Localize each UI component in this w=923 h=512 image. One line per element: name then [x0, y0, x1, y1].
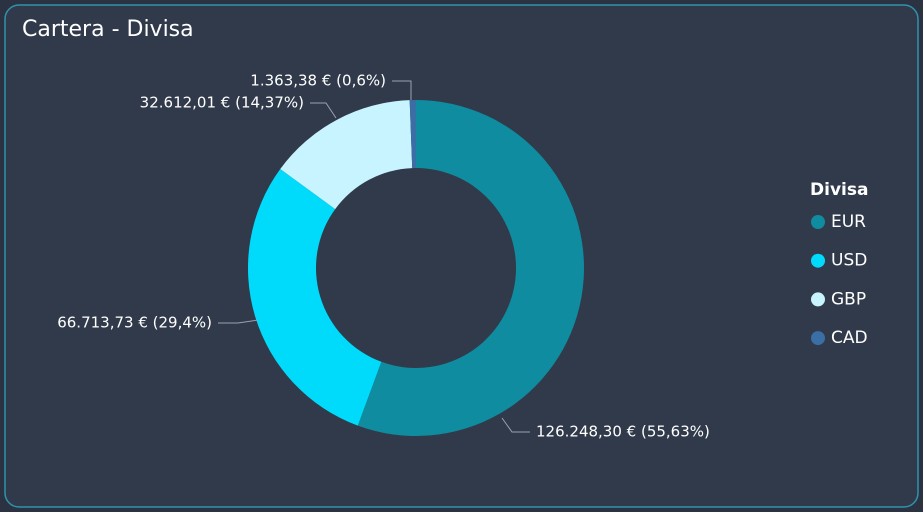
data-label: 66.713,73 € (29,4%) — [57, 314, 212, 332]
legend-label: CAD — [831, 328, 868, 348]
leader-line — [501, 417, 530, 433]
legend-swatch — [811, 292, 825, 307]
legend-swatch — [811, 215, 825, 229]
legend-label: EUR — [831, 212, 866, 232]
legend-title: Divisa — [810, 180, 868, 200]
donut-slice — [248, 169, 382, 426]
leader-line — [392, 80, 412, 100]
chart-title: Cartera - Divisa — [22, 17, 194, 42]
data-label: 1.363,38 € (0,6%) — [250, 72, 386, 90]
legend-label: GBP — [831, 289, 866, 309]
legend-swatch — [811, 253, 825, 268]
data-label: 126.248,30 € (55,63%) — [536, 423, 710, 441]
donut-slice — [280, 100, 413, 210]
donut-slice — [409, 100, 416, 169]
leader-line — [218, 319, 259, 324]
leader-line — [310, 102, 337, 119]
legend-label: USD — [831, 251, 867, 271]
card — [4, 4, 919, 508]
donut-slice — [357, 100, 584, 436]
data-label: 32.612,01 € (14,37%) — [140, 94, 304, 112]
legend-swatch — [811, 331, 825, 346]
